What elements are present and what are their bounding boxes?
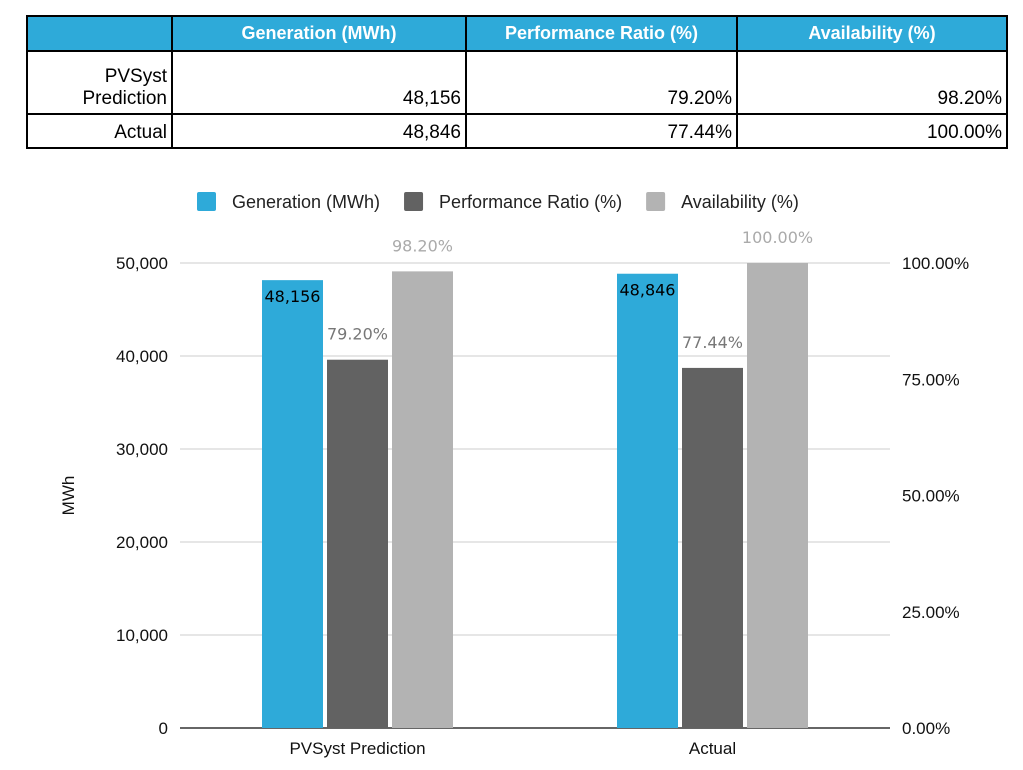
y2-tick-label: 0.00%	[902, 719, 950, 738]
y-tick-label: 20,000	[116, 533, 168, 552]
cell-generation: 48,846	[171, 113, 467, 149]
y-tick-label: 30,000	[116, 440, 168, 459]
data-label: 79.20%	[327, 325, 388, 344]
data-label: 77.44%	[682, 333, 743, 352]
data-label: 98.20%	[392, 236, 453, 255]
cell-performance-ratio: 79.20%	[465, 50, 738, 115]
row-label-line2: Prediction	[82, 88, 168, 109]
legend-label: Performance Ratio (%)	[439, 192, 622, 212]
x-category-label: PVSyst Prediction	[289, 739, 425, 758]
summary-table: Generation (MWh) Performance Ratio (%) A…	[26, 15, 1008, 149]
y2-tick-label: 100.00%	[902, 254, 969, 273]
row-label: PVSyst Prediction	[26, 50, 173, 115]
bar	[617, 273, 678, 728]
header-empty	[26, 15, 173, 52]
cell-availability: 98.20%	[736, 50, 1008, 115]
y-tick-label: 10,000	[116, 626, 168, 645]
legend-swatch	[404, 192, 424, 211]
bar	[392, 271, 453, 728]
cell-generation: 48,156	[171, 50, 467, 115]
legend-label: Generation (MWh)	[232, 192, 380, 212]
legend-label: Availability (%)	[681, 192, 799, 212]
y-axis-title: MWh	[59, 476, 78, 516]
y2-tick-label: 75.00%	[902, 370, 960, 389]
y-tick-label: 50,000	[116, 254, 168, 273]
data-label: 48,846	[620, 281, 676, 300]
table-header-row: Generation (MWh) Performance Ratio (%) A…	[26, 15, 1008, 52]
bar	[327, 359, 388, 728]
row-label: Actual	[26, 113, 173, 149]
y-tick-label: 40,000	[116, 347, 168, 366]
data-label: 48,156	[265, 287, 321, 306]
data-label: 100.00%	[742, 228, 813, 247]
table-row: PVSyst Prediction 48,156 79.20% 98.20%	[26, 50, 1008, 115]
header-generation: Generation (MWh)	[171, 15, 467, 52]
cell-performance-ratio: 77.44%	[465, 113, 738, 149]
y-tick-label: 0	[159, 719, 168, 738]
bar	[682, 367, 743, 728]
y2-tick-label: 25.00%	[902, 603, 960, 622]
bar-chart: 0 10,000 20,000 30,000 40,000 50,000 0.00% 25.0…	[59, 192, 969, 758]
legend-swatch	[646, 192, 666, 211]
table-row: Actual 48,846 77.44% 100.00%	[26, 113, 1008, 149]
y2-tick-label: 50.00%	[902, 487, 960, 506]
bar	[747, 263, 808, 728]
row-label-line1: PVSyst	[104, 66, 167, 87]
cell-availability: 100.00%	[736, 113, 1008, 149]
legend-swatch	[197, 192, 216, 211]
header-availability: Availability (%)	[736, 15, 1008, 52]
header-performance-ratio: Performance Ratio (%)	[465, 15, 738, 52]
bar	[262, 280, 323, 728]
x-category-label: Actual	[689, 739, 736, 758]
